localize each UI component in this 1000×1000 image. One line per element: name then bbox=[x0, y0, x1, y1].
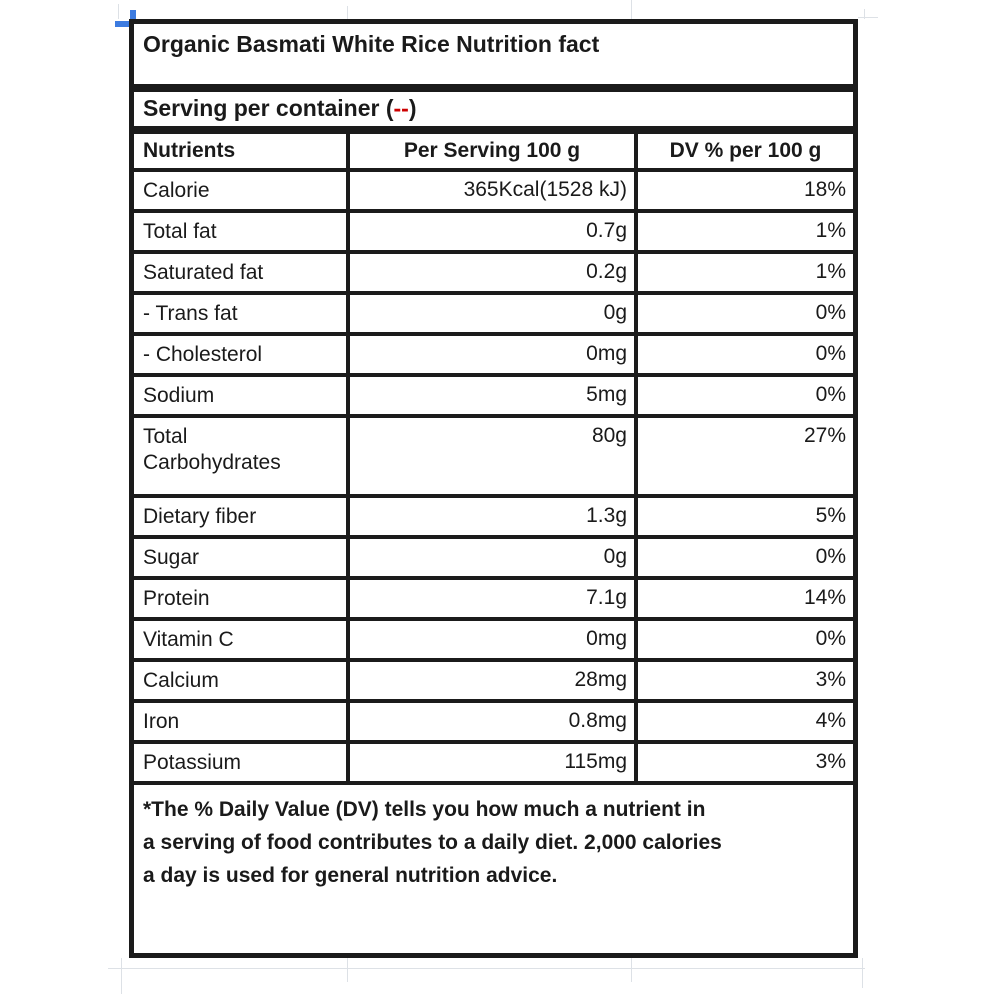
row-dv-value: 27% bbox=[638, 418, 853, 494]
footnote-line: a serving of food contributes to a daily… bbox=[143, 831, 722, 854]
serving-text: Serving per container ( bbox=[143, 95, 394, 121]
row-value: 7.1g bbox=[350, 580, 634, 617]
row-dv-value: 3% bbox=[638, 744, 853, 781]
row-dv-value: 0% bbox=[638, 295, 853, 332]
serving-dashes: -- bbox=[393, 95, 409, 121]
gridline bbox=[864, 9, 865, 19]
gridline bbox=[862, 958, 863, 988]
row-dv-value: 0% bbox=[638, 377, 853, 414]
row-dv-value: 4% bbox=[638, 703, 853, 740]
daily-value-footnote: *The % Daily Value (DV) tells you how mu… bbox=[134, 785, 853, 953]
header-per-serving: Per Serving 100 g bbox=[350, 134, 634, 168]
gridline bbox=[347, 6, 348, 19]
row-dv-value: 0% bbox=[638, 539, 853, 576]
row-value: 365Kcal(1528 kJ) bbox=[350, 172, 634, 209]
row-label: Protein bbox=[134, 580, 346, 617]
row-dv-value: 1% bbox=[638, 213, 853, 250]
row-dv-value: 1% bbox=[638, 254, 853, 291]
row-dv-value: 0% bbox=[638, 621, 853, 658]
row-dv-value: 18% bbox=[638, 172, 853, 209]
row-value: 1.3g bbox=[350, 498, 634, 535]
gridline bbox=[631, 958, 632, 982]
row-label: Sugar bbox=[134, 539, 346, 576]
row-value: 80g bbox=[350, 418, 634, 494]
row-value: 0.7g bbox=[350, 213, 634, 250]
row-label: - Cholesterol bbox=[134, 336, 346, 373]
serving-close-paren: ) bbox=[408, 95, 417, 121]
footnote-line: a day is used for general nutrition advi… bbox=[143, 864, 558, 887]
row-label: Vitamin C bbox=[134, 621, 346, 658]
row-label: Sodium bbox=[134, 377, 346, 414]
gridline bbox=[347, 958, 348, 982]
row-value: 0.2g bbox=[350, 254, 634, 291]
row-value: 0g bbox=[350, 295, 634, 332]
row-label: Calcium bbox=[134, 662, 346, 699]
header-dv-percent: DV % per 100 g bbox=[638, 134, 853, 168]
row-label: Potassium bbox=[134, 744, 346, 781]
row-label: Calorie bbox=[134, 172, 346, 209]
row-label: Iron bbox=[134, 703, 346, 740]
row-value: 0g bbox=[350, 539, 634, 576]
row-dv-value: 3% bbox=[638, 662, 853, 699]
gridline bbox=[631, 0, 632, 19]
row-value: 0.8mg bbox=[350, 703, 634, 740]
row-dv-value: 0% bbox=[638, 336, 853, 373]
row-dv-value: 5% bbox=[638, 498, 853, 535]
row-label: - Trans fat bbox=[134, 295, 346, 332]
row-value: 0mg bbox=[350, 621, 634, 658]
row-value: 115mg bbox=[350, 744, 634, 781]
table-title: Organic Basmati White Rice Nutrition fac… bbox=[134, 24, 853, 88]
gridline bbox=[118, 4, 119, 19]
gridline bbox=[121, 958, 122, 994]
row-label: Saturated fat bbox=[134, 254, 346, 291]
row-label: Total Carbohydrates bbox=[134, 418, 346, 494]
row-label: Dietary fiber bbox=[134, 498, 346, 535]
row-label: Total fat bbox=[134, 213, 346, 250]
gridline bbox=[108, 968, 865, 969]
header-nutrients: Nutrients bbox=[134, 134, 346, 168]
nutrition-facts-table: Organic Basmati White Rice Nutrition fac… bbox=[129, 19, 858, 958]
footnote-line: *The % Daily Value (DV) tells you how mu… bbox=[143, 798, 706, 821]
row-value: 5mg bbox=[350, 377, 634, 414]
row-value: 0mg bbox=[350, 336, 634, 373]
serving-per-container: Serving per container (--) bbox=[134, 92, 853, 130]
row-dv-value: 14% bbox=[638, 580, 853, 617]
row-value: 28mg bbox=[350, 662, 634, 699]
gridline bbox=[858, 17, 878, 18]
